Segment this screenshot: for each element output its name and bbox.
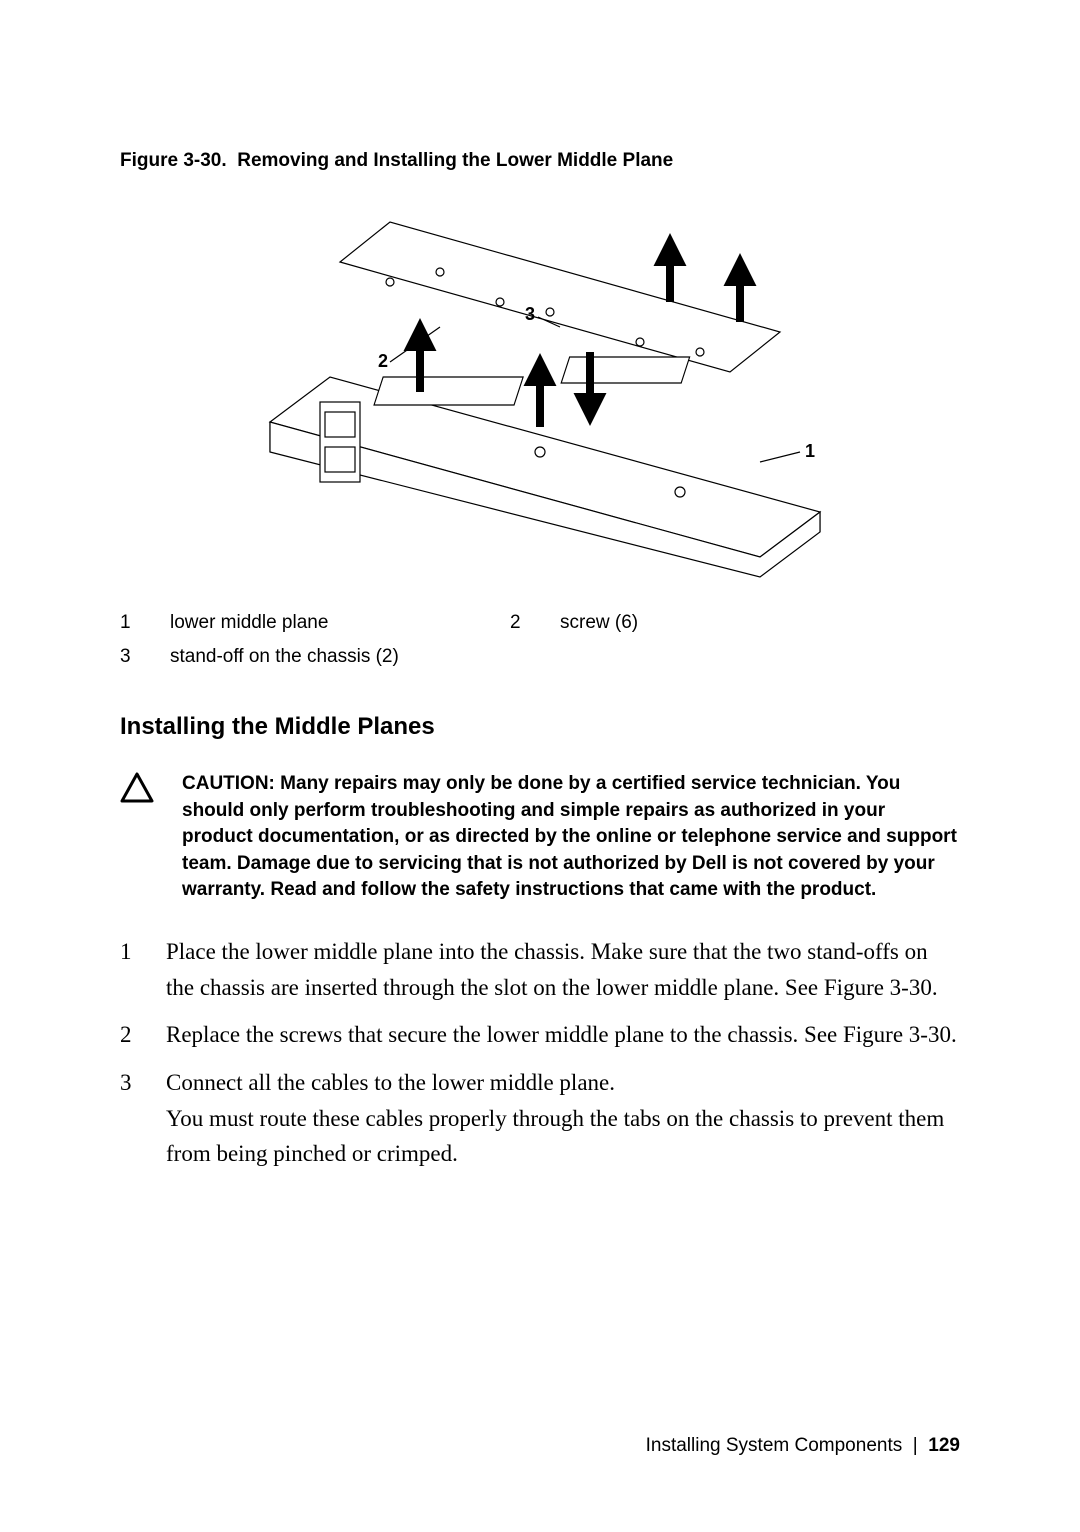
caution-block: CAUTION: Many repairs may only be done b… [120,771,960,904]
step-1: 1 Place the lower middle plane into the … [120,934,960,1005]
figure-legend: 1 lower middle plane 2 screw (6) 3 stand… [120,612,960,668]
legend-num-3: 3 [120,646,170,668]
figure-caption-prefix: Figure 3-30. [120,150,227,171]
figure-caption: Figure 3-30. Removing and Installing the… [120,150,960,172]
step-3-text: Connect all the cables to the lower midd… [166,1065,960,1172]
caution-icon [120,771,154,805]
figure-diagram: 1 2 3 [240,202,840,582]
diagram-callout-1: 1 [805,441,815,461]
legend-text-2: screw (6) [560,612,900,634]
section-heading: Installing the Middle Planes [120,713,960,741]
caution-text: CAUTION: Many repairs may only be done b… [182,771,960,904]
legend-num-2: 2 [510,612,560,634]
step-2: 2 Replace the screws that secure the low… [120,1017,960,1053]
diagram-callout-3: 3 [525,304,535,324]
legend-num-1: 1 [120,612,170,634]
step-2-num: 2 [120,1017,144,1053]
legend-text-1: lower middle plane [170,612,510,634]
figure-caption-title: Removing and Installing the Lower Middle… [237,150,673,171]
step-1-num: 1 [120,934,144,1005]
step-1-text: Place the lower middle plane into the ch… [166,934,960,1005]
legend-text-3: stand-off on the chassis (2) [170,646,510,668]
diagram-svg: 1 2 3 [240,202,840,582]
footer-page-number: 129 [928,1435,960,1456]
step-2-text: Replace the screws that secure the lower… [166,1017,960,1053]
footer-separator: | [913,1435,918,1456]
caution-body: Many repairs may only be done by a certi… [182,773,957,900]
step-3: 3 Connect all the cables to the lower mi… [120,1065,960,1172]
step-3-num: 3 [120,1065,144,1172]
footer-section-title: Installing System Components [646,1435,903,1456]
document-page: Figure 3-30. Removing and Installing the… [0,0,1080,1532]
installation-steps: 1 Place the lower middle plane into the … [120,934,960,1172]
diagram-callout-2: 2 [378,351,388,371]
caution-label: CAUTION: [182,773,275,794]
page-footer: Installing System Components | 129 [646,1435,960,1457]
